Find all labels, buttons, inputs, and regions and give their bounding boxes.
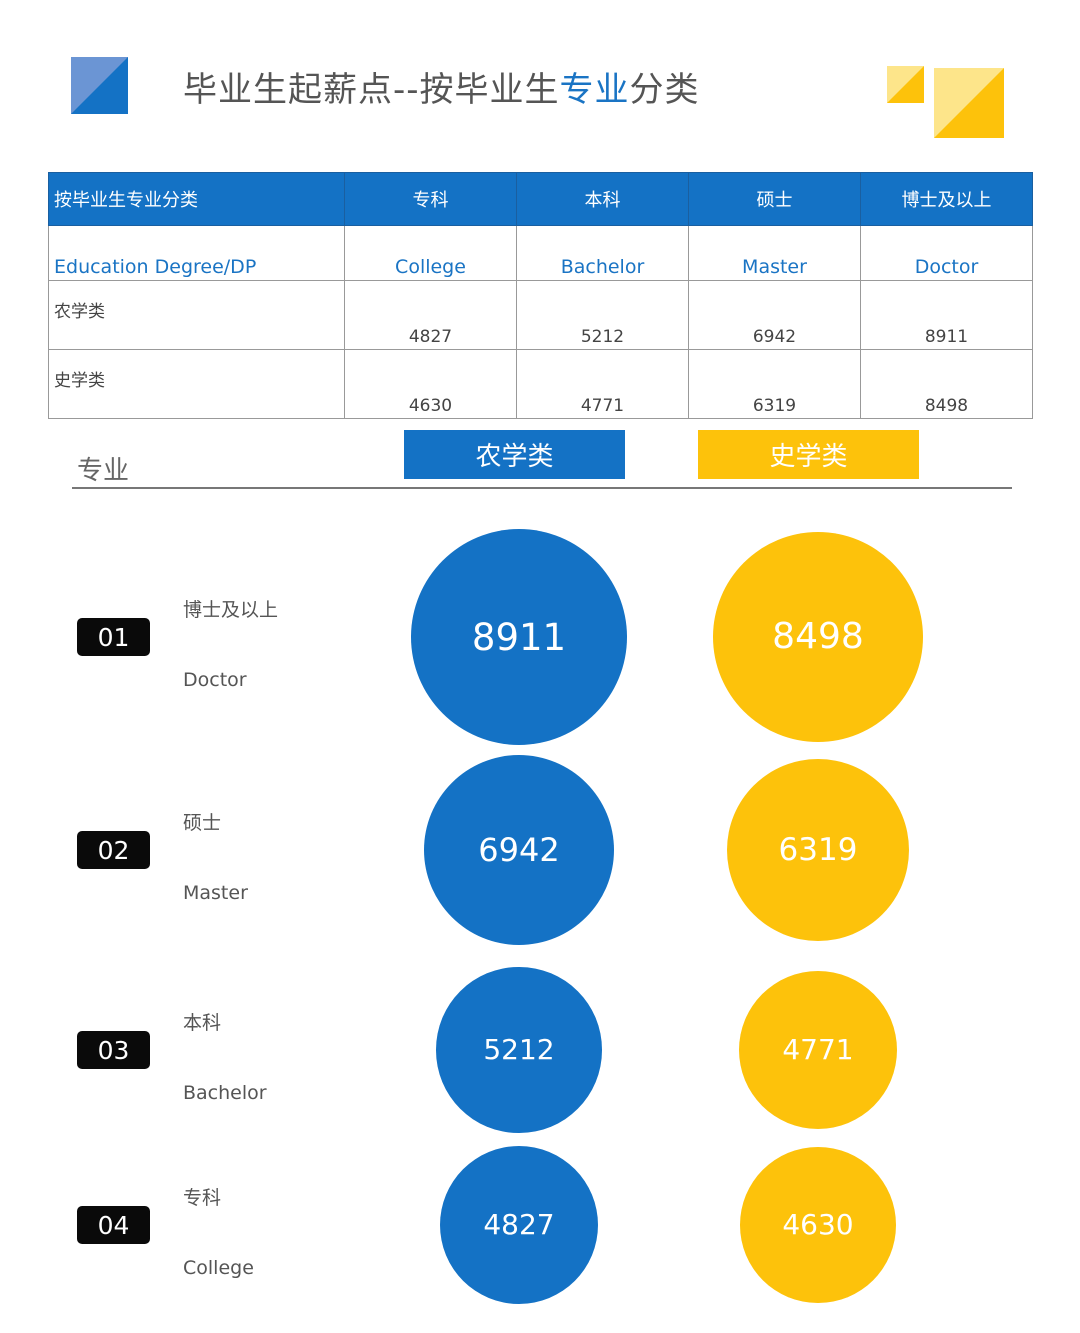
rank-badge: 04 <box>77 1206 150 1244</box>
rank-badge: 02 <box>77 831 150 869</box>
data-bubble: 4630 <box>740 1147 896 1303</box>
category-label: 硕士 <box>183 812 222 834</box>
table-cell: 4630 <box>344 349 517 419</box>
category-label-en: Master <box>183 882 248 904</box>
data-bubble: 4827 <box>439 1145 599 1305</box>
rank-badge: 01 <box>77 618 150 656</box>
legend-history: 史学类 <box>698 430 919 479</box>
table-cell: 8911 <box>860 280 1033 350</box>
major-label: 专业 <box>77 456 130 486</box>
category-label-en: Bachelor <box>183 1082 267 1104</box>
table-cell: Master <box>688 225 861 281</box>
category-label-en: College <box>183 1257 254 1279</box>
table-header-cell: 按毕业生专业分类 <box>48 172 345 226</box>
category-label-en: Doctor <box>183 669 247 691</box>
table-row: 史学类 4630 4771 6319 8498 <box>48 349 1033 419</box>
table-header-cell: 硕士 <box>688 172 861 226</box>
page-title: 毕业生起薪点--按毕业生专业分类 <box>183 62 700 111</box>
divider <box>72 487 1012 489</box>
title-highlight: 专业 <box>559 70 630 110</box>
table-cell: 6319 <box>688 349 861 419</box>
table-cell: 农学类 <box>48 280 345 350</box>
legend-agriculture: 农学类 <box>404 430 625 479</box>
table-cell: 史学类 <box>48 349 345 419</box>
table-cell: Doctor <box>860 225 1033 281</box>
table-header-cell: 本科 <box>516 172 689 226</box>
large-yellow-square-decoration <box>934 68 1004 138</box>
data-bubble: 8911 <box>411 529 627 745</box>
table-cell: 4827 <box>344 280 517 350</box>
table-header-cell: 博士及以上 <box>860 172 1033 226</box>
title-prefix: 毕业生起薪点--按毕业生 <box>183 70 560 110</box>
table-cell: 5212 <box>516 280 689 350</box>
table-cell: 8498 <box>860 349 1033 419</box>
table-cell: 6942 <box>688 280 861 350</box>
table-cell: Bachelor <box>516 225 689 281</box>
blue-square-decoration <box>71 57 128 114</box>
data-bubble: 6942 <box>423 754 615 946</box>
data-bubble: 4771 <box>738 970 898 1130</box>
table-header-row: 按毕业生专业分类 专科 本科 硕士 博士及以上 <box>48 172 1033 226</box>
category-label: 专科 <box>183 1187 222 1209</box>
category-label: 本科 <box>183 1012 222 1034</box>
rank-badge: 03 <box>77 1031 150 1069</box>
title-suffix: 分类 <box>629 70 700 110</box>
table-english-row: Education Degree/DP College Bachelor Mas… <box>48 225 1033 281</box>
category-label: 博士及以上 <box>183 599 279 621</box>
table-row: 农学类 4827 5212 6942 8911 <box>48 280 1033 350</box>
salary-table: 按毕业生专业分类 专科 本科 硕士 博士及以上 Education Degree… <box>48 172 1033 419</box>
table-cell: College <box>344 225 517 281</box>
data-bubble: 5212 <box>436 967 602 1133</box>
data-bubble: 6319 <box>727 759 909 941</box>
table-cell: 4771 <box>516 349 689 419</box>
table-cell: Education Degree/DP <box>48 225 345 281</box>
small-yellow-square-decoration <box>887 66 924 103</box>
table-header-cell: 专科 <box>344 172 517 226</box>
data-bubble: 8498 <box>712 531 924 743</box>
